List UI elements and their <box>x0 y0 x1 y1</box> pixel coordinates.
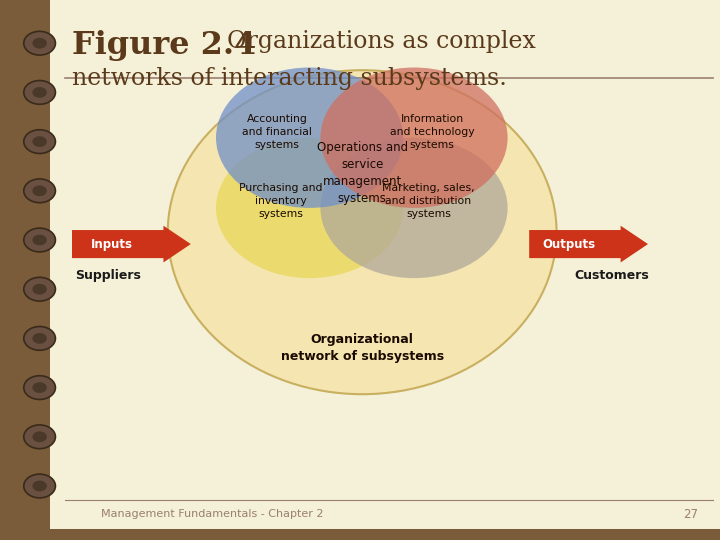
Text: networks of interacting subsystems.: networks of interacting subsystems. <box>72 68 507 91</box>
Text: 27: 27 <box>683 508 698 521</box>
Circle shape <box>32 481 47 491</box>
Text: Outputs: Outputs <box>542 238 595 251</box>
Circle shape <box>24 31 55 55</box>
Ellipse shape <box>216 68 403 208</box>
FancyArrow shape <box>529 226 648 262</box>
Text: Information
and technology
systems: Information and technology systems <box>390 114 474 151</box>
Circle shape <box>32 382 47 393</box>
Text: Organizational
network of subsystems: Organizational network of subsystems <box>281 333 444 363</box>
Circle shape <box>24 130 55 153</box>
Circle shape <box>24 474 55 498</box>
Circle shape <box>24 376 55 400</box>
Circle shape <box>32 38 47 49</box>
Text: Figure 2.4: Figure 2.4 <box>72 30 268 60</box>
Circle shape <box>24 327 55 350</box>
Ellipse shape <box>168 70 557 394</box>
Circle shape <box>32 234 47 245</box>
FancyArrow shape <box>72 226 191 262</box>
Text: Management Fundamentals - Chapter 2: Management Fundamentals - Chapter 2 <box>101 509 323 519</box>
Text: Marketing, sales,
and distribution
systems: Marketing, sales, and distribution syste… <box>382 183 474 219</box>
Circle shape <box>32 87 47 98</box>
Text: Suppliers: Suppliers <box>75 269 141 282</box>
Ellipse shape <box>320 138 508 278</box>
Circle shape <box>32 333 47 344</box>
Text: Organizations as complex: Organizations as complex <box>227 30 536 53</box>
Text: Customers: Customers <box>575 269 649 282</box>
Circle shape <box>32 431 47 442</box>
Ellipse shape <box>216 138 403 278</box>
Circle shape <box>24 228 55 252</box>
Text: Operations and
service
management
systems: Operations and service management system… <box>317 141 408 205</box>
Circle shape <box>32 136 47 147</box>
Circle shape <box>24 80 55 104</box>
Circle shape <box>24 425 55 449</box>
Circle shape <box>32 284 47 295</box>
Text: Inputs: Inputs <box>91 238 132 251</box>
Circle shape <box>24 179 55 202</box>
Ellipse shape <box>320 68 508 208</box>
Text: Accounting
and financial
systems: Accounting and financial systems <box>242 114 312 151</box>
Text: Purchasing and
inventory
systems: Purchasing and inventory systems <box>239 183 323 219</box>
Circle shape <box>24 278 55 301</box>
Circle shape <box>32 185 47 196</box>
